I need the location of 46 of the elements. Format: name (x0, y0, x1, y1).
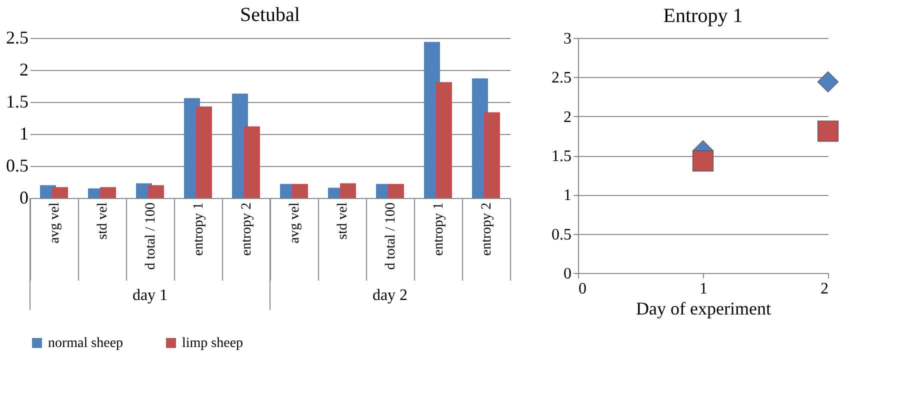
y-tick-label: 1.5 (6, 92, 28, 112)
chart-title: Setubal (240, 4, 300, 26)
y-tick-label: 0.5 (552, 226, 572, 244)
y-tick-label: 3 (564, 30, 572, 48)
y-tick-label: 2 (564, 108, 572, 126)
x-tick-label: avg vel (288, 202, 302, 244)
y-tick-label: 1.5 (552, 148, 572, 165)
x-tick-label: entropy 2 (240, 202, 254, 256)
bar (196, 106, 212, 198)
bar (484, 112, 500, 198)
x-tick-label: entropy 1 (432, 202, 446, 256)
bar (292, 184, 308, 198)
x-tick-label: 0 (578, 280, 586, 298)
x-tick-label: 1 (700, 280, 708, 298)
x-tick-label: avg vel (48, 202, 62, 244)
bar (436, 82, 452, 198)
x-tick-label: std vel (336, 202, 350, 240)
y-tick-label: 2.5 (552, 70, 572, 87)
point (817, 71, 839, 92)
y-tick-label: 2 (20, 60, 28, 80)
x-tick-label: entropy 1 (192, 202, 206, 256)
text: day 1 (132, 287, 168, 304)
bar (388, 184, 404, 198)
y-tick-label: 0 (564, 266, 572, 282)
bar (100, 187, 116, 198)
y-tick-label: 1 (20, 124, 28, 144)
point (692, 150, 714, 172)
text: day 2 (372, 287, 408, 304)
y-tick-label: 2.5 (6, 28, 28, 48)
bar (340, 183, 356, 198)
x-axis-title: Day of experiment (636, 298, 771, 318)
x-tick-label: d total / 100 (384, 202, 398, 270)
bar (244, 126, 260, 198)
legend-label: limp sheep (182, 336, 244, 351)
x-tick-label: d total / 100 (144, 202, 158, 270)
x-tick-label: 2 (820, 280, 828, 298)
x-tick-label: entropy 2 (480, 202, 494, 256)
point (817, 120, 839, 142)
x-tick-label: std vel (96, 202, 110, 240)
legend-label: normal sheep (48, 336, 124, 351)
bar (148, 185, 164, 198)
chart-title: Entropy 1 (663, 5, 743, 27)
y-tick-label: 0 (20, 188, 28, 208)
y-tick-label: 1 (564, 187, 572, 204)
y-tick-label: 0.5 (6, 156, 28, 176)
bar (52, 187, 68, 198)
